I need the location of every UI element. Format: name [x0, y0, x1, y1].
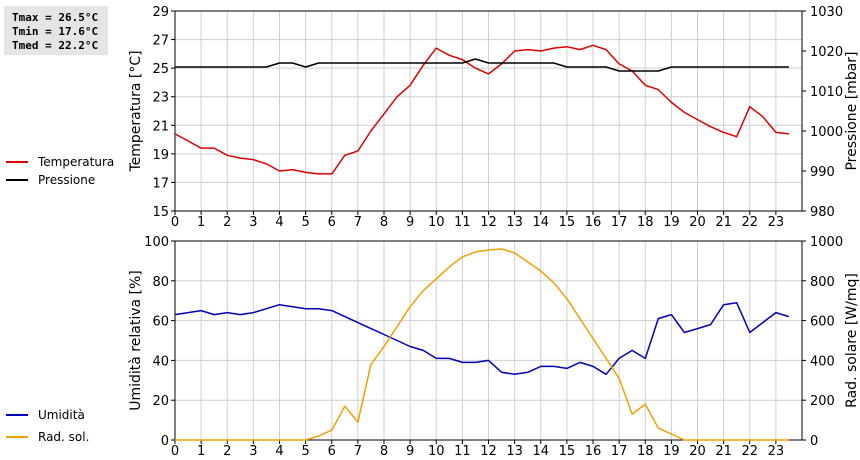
y2-tick-label: 800	[810, 275, 835, 290]
series-line-umidit-	[174, 301, 790, 376]
tmin-label: Tmin = 17.6°C	[12, 25, 99, 38]
x-tick-label: 18	[637, 444, 654, 459]
x-tick-label: 9	[406, 215, 414, 230]
x-tick-label: 3	[249, 444, 257, 459]
y2-tick-label: 400	[810, 354, 835, 369]
series-line-rad-sol-	[175, 248, 789, 441]
y2-tick-label: 1010	[810, 85, 843, 100]
x-tick-label: 13	[506, 215, 523, 230]
x-tick-label: 14	[532, 444, 549, 459]
x-tick-label: 16	[585, 215, 602, 230]
x-tick-label: 17	[611, 444, 628, 459]
x-tick-label: 4	[275, 444, 283, 459]
y2-tick-label: 1030	[810, 5, 843, 20]
x-tick-label: 21	[715, 215, 732, 230]
x-tick-label: 7	[354, 215, 362, 230]
y-tick-label: 15	[152, 205, 169, 220]
x-tick-label: 17	[611, 215, 628, 230]
x-tick-label: 4	[275, 215, 283, 230]
x-tick-label: 10	[428, 215, 445, 230]
x-tick-label: 6	[328, 215, 336, 230]
x-tick-label: 11	[454, 444, 471, 459]
x-tick-label: 19	[663, 444, 680, 459]
series-line-pressione	[175, 58, 789, 72]
x-tick-label: 7	[354, 444, 362, 459]
x-tick-label: 11	[454, 215, 471, 230]
x-tick-label: 19	[663, 215, 680, 230]
x-tick-label: 0	[171, 215, 179, 230]
series-line-temperatura	[174, 44, 789, 175]
x-tick-label: 23	[768, 444, 785, 459]
x-tick-label: 21	[715, 444, 732, 459]
y2-tick-label: 0	[810, 434, 818, 449]
y-tick-label: 0	[161, 434, 169, 449]
tmed-label: Tmed = 22.2°C	[12, 39, 99, 52]
x-tick-label: 2	[223, 215, 231, 230]
x-tick-label: 0	[171, 444, 179, 459]
y2-axis-label: Rad. solare [W/mq]	[844, 273, 860, 408]
x-tick-label: 23	[768, 215, 785, 230]
y-tick-label: 25	[152, 62, 169, 77]
y2-tick-label: 1000	[810, 235, 843, 250]
x-tick-label: 8	[380, 444, 388, 459]
y-tick-label: 19	[152, 148, 169, 163]
legend-label: Umidità	[38, 408, 85, 422]
y-tick-label: 80	[152, 275, 169, 290]
y-tick-label: 40	[152, 354, 169, 369]
y-tick-label: 27	[152, 34, 169, 49]
y-tick-label: 23	[152, 91, 169, 106]
x-tick-label: 9	[406, 444, 414, 459]
x-tick-label: 1	[197, 215, 205, 230]
y-tick-label: 21	[152, 119, 169, 134]
y2-tick-label: 200	[810, 394, 835, 409]
x-tick-label: 22	[741, 444, 758, 459]
x-tick-label: 12	[480, 444, 497, 459]
stats-box: Tmax = 26.5°C Tmin = 17.6°C Tmed = 22.2°…	[4, 6, 108, 55]
y2-tick-label: 1020	[810, 45, 843, 60]
x-tick-label: 15	[559, 215, 576, 230]
x-tick-label: 15	[559, 444, 576, 459]
y-tick-label: 17	[152, 176, 169, 191]
x-tick-label: 6	[328, 444, 336, 459]
y-axis-label: Umidità relativa [%]	[128, 270, 144, 411]
legend-label: Temperatura	[37, 155, 114, 169]
y2-axis-label: Pressione [mbar]	[844, 51, 860, 170]
x-tick-label: 12	[480, 215, 497, 230]
x-tick-label: 5	[301, 444, 309, 459]
x-tick-label: 22	[741, 215, 758, 230]
x-tick-label: 2	[223, 444, 231, 459]
x-tick-label: 5	[301, 215, 309, 230]
y2-tick-label: 600	[810, 315, 835, 330]
y2-tick-label: 1000	[810, 125, 843, 140]
x-tick-label: 13	[506, 444, 523, 459]
y-tick-label: 29	[152, 5, 169, 20]
y-tick-label: 100	[144, 235, 169, 250]
x-tick-label: 3	[249, 215, 257, 230]
x-tick-label: 10	[428, 444, 445, 459]
y-axis-label: Temperatura [°C]	[128, 50, 144, 172]
legend-label: Pressione	[38, 173, 95, 187]
y-tick-label: 20	[152, 394, 169, 409]
y2-tick-label: 990	[810, 165, 835, 180]
y-tick-label: 60	[152, 315, 169, 330]
x-tick-label: 16	[585, 444, 602, 459]
x-tick-label: 1	[197, 444, 205, 459]
x-tick-label: 20	[689, 215, 706, 230]
y2-tick-label: 980	[810, 205, 835, 220]
tmax-label: Tmax = 26.5°C	[12, 11, 99, 24]
x-tick-label: 8	[380, 215, 388, 230]
x-tick-label: 20	[689, 444, 706, 459]
legend-label: Rad. sol.	[38, 430, 89, 444]
x-tick-label: 18	[637, 215, 654, 230]
x-tick-label: 14	[532, 215, 549, 230]
